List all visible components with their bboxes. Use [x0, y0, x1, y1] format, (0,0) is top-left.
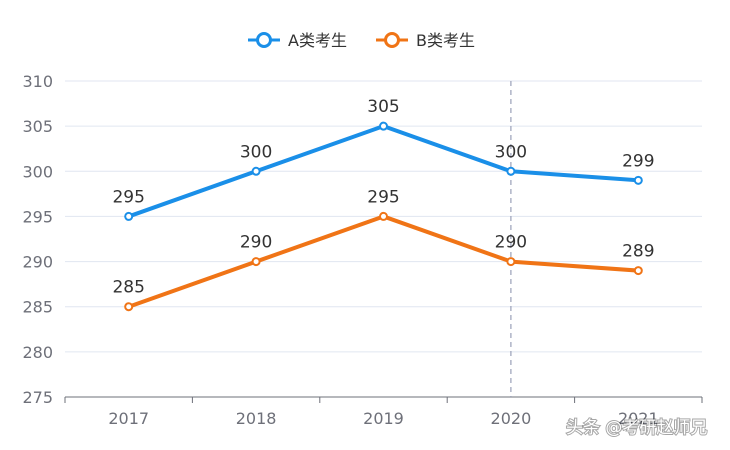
x-tick-label: 2021 [618, 409, 659, 428]
y-tick-label: 275 [22, 388, 53, 407]
series-1-data-label: 299 [622, 151, 654, 171]
y-tick-label: 305 [22, 117, 53, 136]
series-1-point [506, 166, 516, 176]
legend-label-2: B类考生 [416, 31, 475, 50]
y-tick-label: 290 [22, 253, 53, 272]
series-2-point [251, 257, 261, 267]
series-2-data-label: 290 [240, 233, 272, 253]
series-2-point [379, 211, 388, 221]
y-tick-label: 310 [22, 72, 53, 91]
y-tick-label: 295 [22, 207, 53, 226]
series-2-data-label: 295 [367, 187, 399, 207]
series-1-point [379, 121, 388, 131]
series-1-point [251, 166, 261, 176]
legend-marker-2 [384, 32, 400, 48]
series-2-data-label: 289 [622, 242, 654, 262]
series-2-point [633, 266, 643, 276]
y-axis: 275 280 285 290 295 300 305 310 [22, 72, 53, 407]
x-axis: 2017 2018 2019 2020 2021 [64, 396, 703, 428]
series-1-data-label: 300 [240, 142, 272, 162]
data-labels: 295 300 305 300 299 285 290 295 290 289 [112, 97, 654, 298]
series-2-point [124, 302, 134, 312]
series-2-point [506, 257, 516, 267]
y-tick-label: 280 [22, 343, 53, 362]
series-1-point [633, 175, 643, 185]
series-1-point [124, 211, 134, 221]
legend-marker-1 [256, 32, 272, 48]
x-tick-label: 2017 [108, 409, 149, 428]
series-2-data-label: 285 [112, 278, 144, 298]
series-1-data-label: 295 [112, 187, 144, 207]
watermark-text: 头条 @考研赵师兄 [566, 418, 707, 438]
legend-label-1: A类考生 [288, 31, 347, 50]
y-tick-label: 300 [22, 162, 53, 181]
y-tick-label: 285 [22, 298, 53, 317]
legend[interactable]: A类考生 B类考生 [248, 31, 475, 50]
x-tick-label: 2020 [491, 409, 532, 428]
series-1-data-label: 300 [495, 142, 527, 162]
series-layer [124, 121, 643, 312]
x-tick-label: 2018 [236, 409, 277, 428]
x-tick-label: 2019 [363, 409, 404, 428]
series-2-data-label: 290 [495, 233, 527, 253]
series-1-data-label: 305 [367, 97, 399, 117]
